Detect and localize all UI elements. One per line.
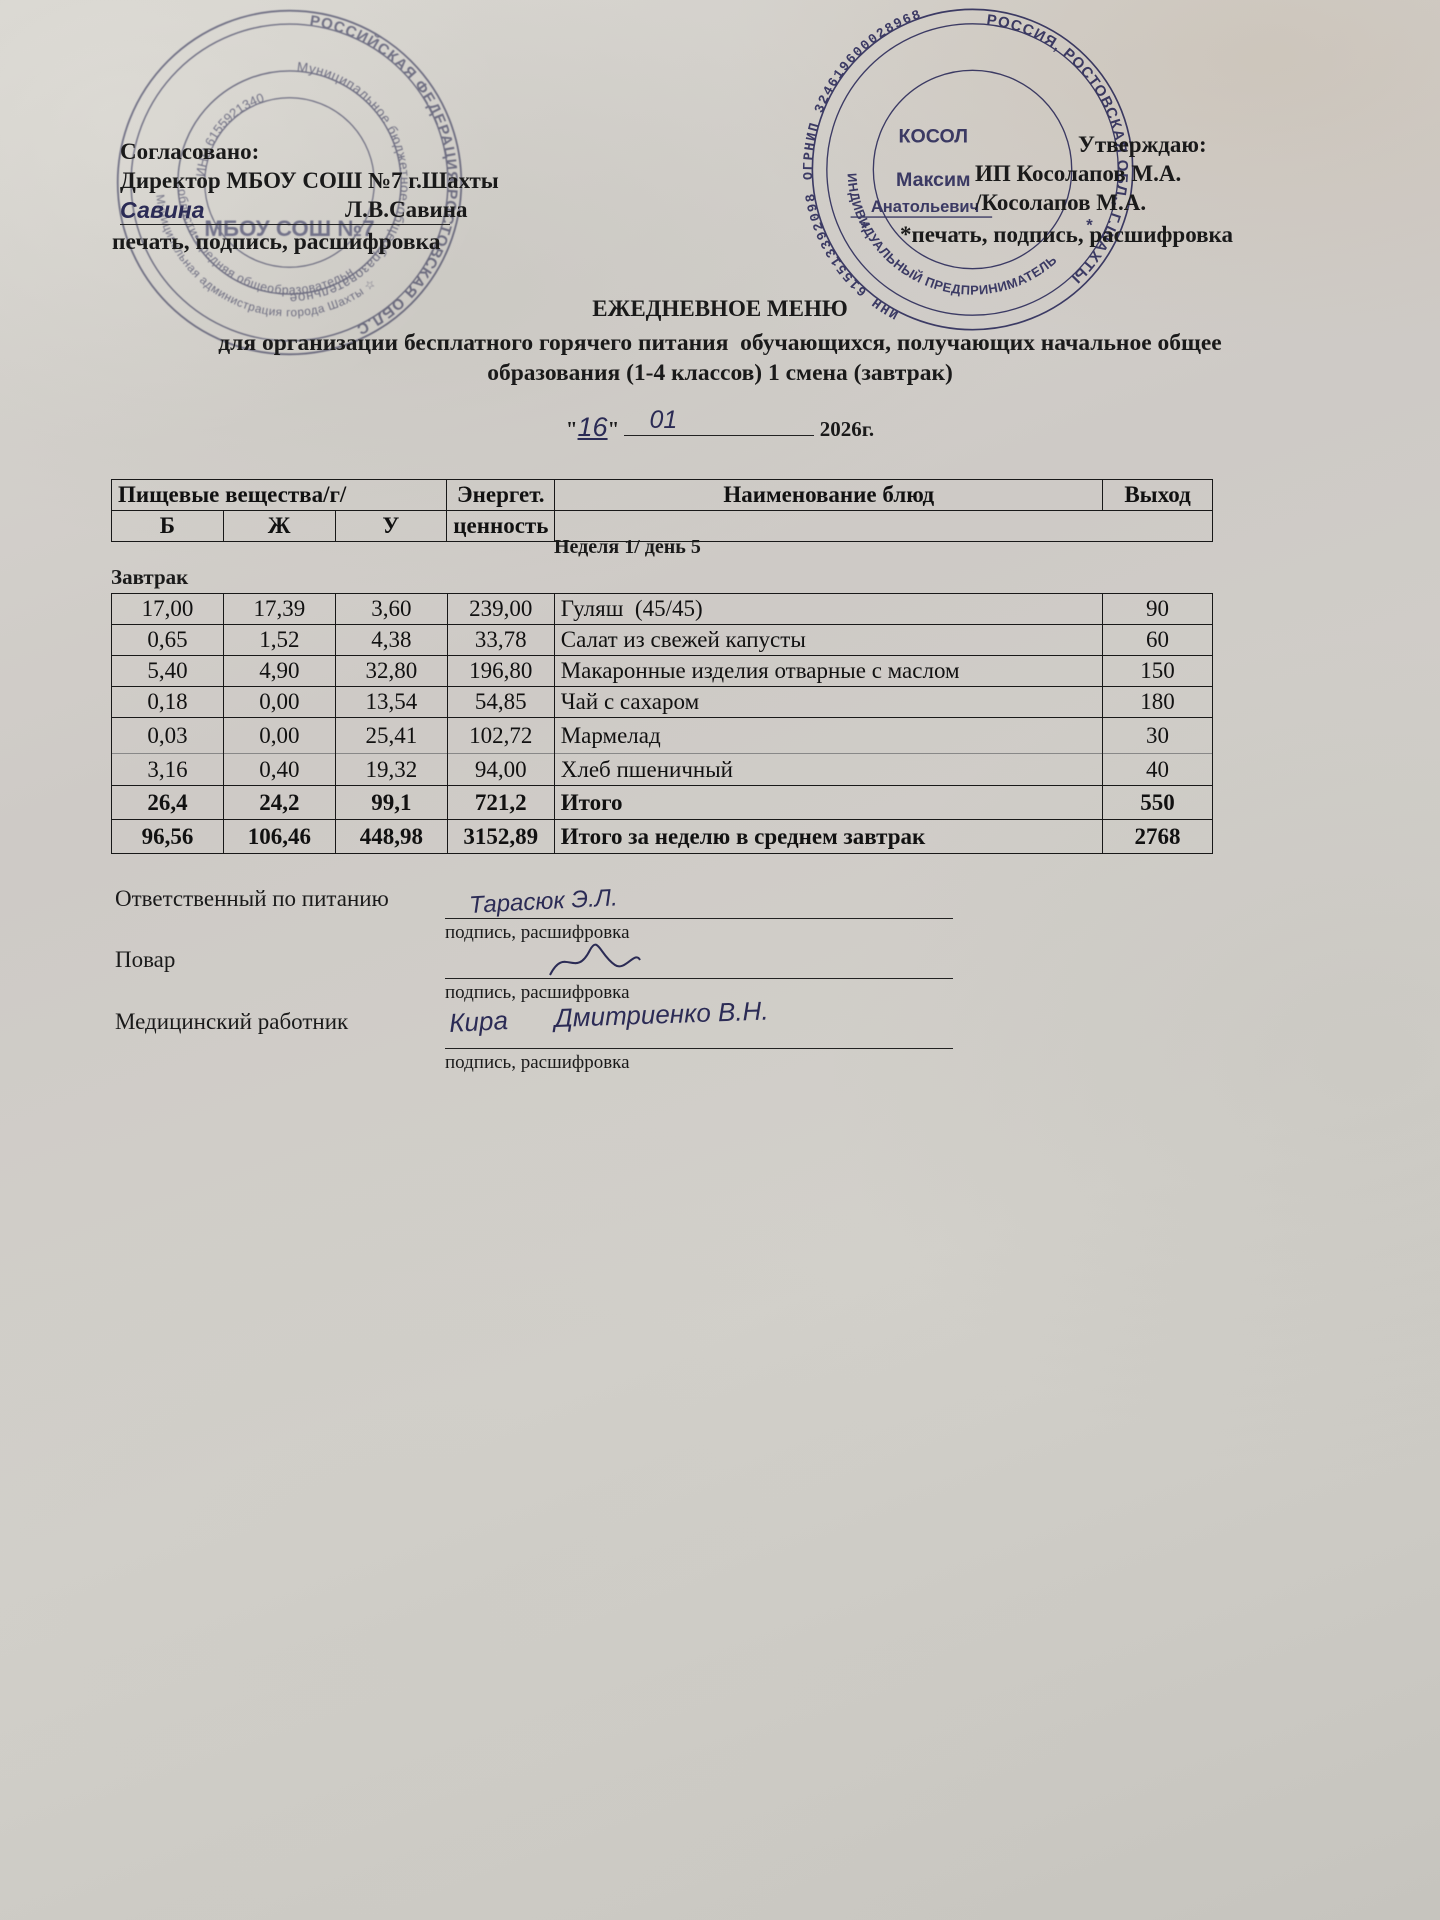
svg-text:ОГРНИП 324619600028968: ОГРНИП 324619600028968 (802, 8, 924, 180)
svg-text:*: * (861, 219, 868, 238)
svg-text:КОСОЛ: КОСОЛ (899, 126, 968, 148)
svg-text:Анатольевич: Анатольевич (871, 197, 979, 216)
svg-text:Максим: Максим (896, 169, 971, 191)
